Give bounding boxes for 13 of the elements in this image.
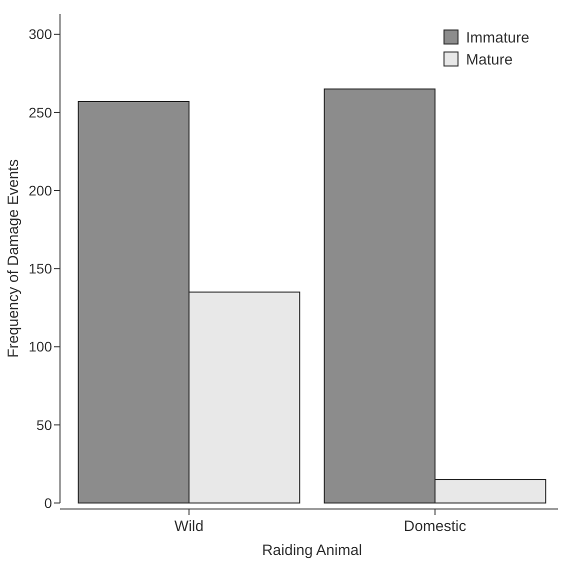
y-tick-label: 0 [44, 494, 52, 511]
y-tick-label: 250 [28, 104, 52, 120]
y-tick-label: 50 [36, 416, 52, 433]
y-tick-label: 200 [28, 182, 52, 198]
x-axis-title: Raiding Animal [262, 542, 362, 559]
x-tick-label: Wild [174, 518, 204, 535]
y-tick-label: 300 [28, 26, 52, 42]
x-tick-label: Domestic [404, 518, 467, 535]
y-tick-label: 150 [28, 260, 52, 277]
y-tick-label: 100 [28, 338, 52, 355]
legend-label: Mature [466, 51, 513, 68]
y-axis-title: Frequency of Damage Events [5, 159, 22, 358]
legend-label: Immature [466, 29, 530, 46]
